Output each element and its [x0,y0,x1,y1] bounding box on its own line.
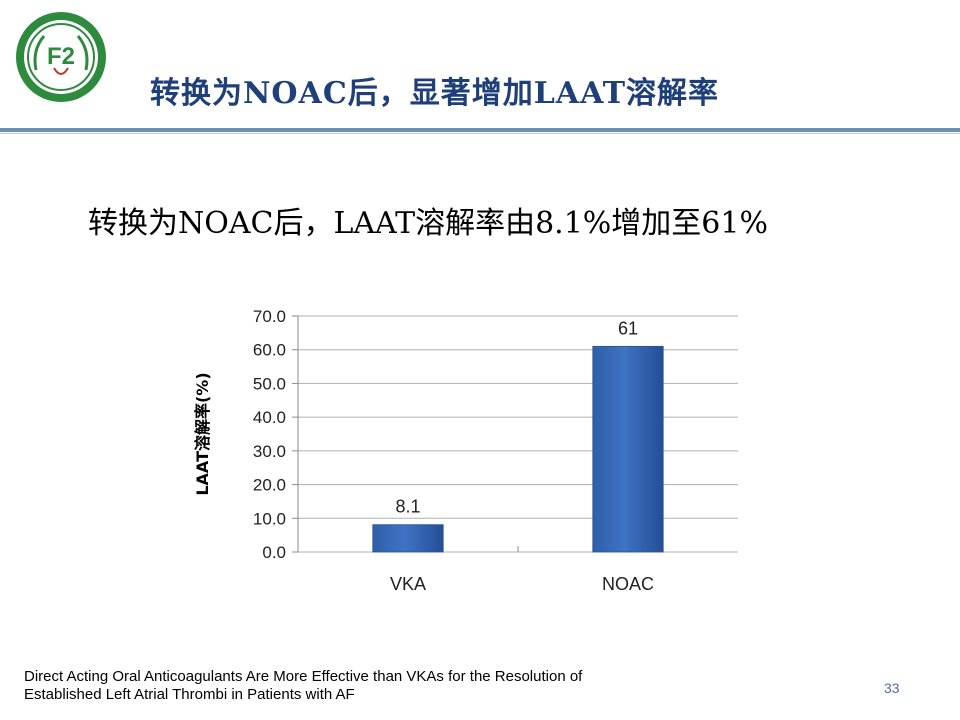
y-tick-label: 50.0 [253,374,286,393]
slide-title: 转换为NOAC后，显著增加LAAT溶解率 [150,76,720,111]
y-tick-label: 40.0 [253,408,286,427]
source-citation: Direct Acting Oral Anticoagulants Are Mo… [24,668,724,704]
bar-noac [592,345,664,553]
svg-text:F2: F2 [47,43,75,70]
source-line-2: Established Left Atrial Thrombi in Patie… [24,686,355,703]
bar-chart: 0.0 10.0 20.0 30.0 40.0 50.0 60.0 70.0 8.1 VKA 61 N… [193,307,738,594]
slide-subtitle: 转换为NOAC后，LAAT溶解率由8.1%增加至61% [88,206,768,241]
y-tick-label: 60.0 [253,341,286,360]
data-label: 61 [618,318,638,338]
page-number: 33 [884,680,900,696]
hospital-logo-icon: F2 [16,12,106,102]
x-tick-label: VKA [390,574,426,594]
x-tick-label: NOAC [602,574,654,594]
y-tick-label: 10.0 [253,509,286,528]
y-tick-label: 30.0 [253,442,286,461]
title-divider-thin [0,133,960,134]
bar-vka [372,524,444,553]
source-line-1: Direct Acting Oral Anticoagulants Are Mo… [24,668,583,685]
y-axis-label: LAAT溶解率(%) [193,372,212,495]
title-divider [0,128,960,132]
y-tick-label: 0.0 [262,543,286,562]
y-tick-label: 20.0 [253,476,286,495]
y-tick-label: 70.0 [253,307,286,326]
data-label: 8.1 [395,497,420,517]
